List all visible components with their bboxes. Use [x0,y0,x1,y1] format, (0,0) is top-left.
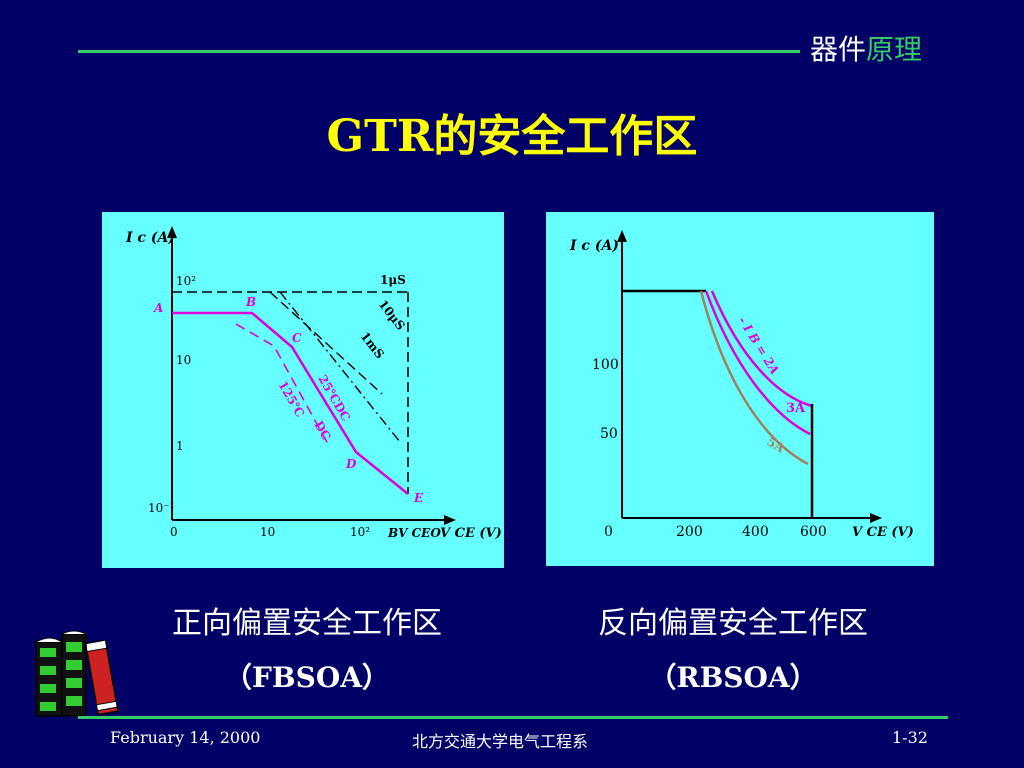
fbsoa-10us-line [279,291,401,443]
rbsoa-y-label: I c (A) [569,238,619,254]
rbsoa-caption-text: 反向偏置安全工作区 [598,606,868,641]
header-rule [78,50,800,53]
fbsoa-10us-label: 10μS [376,297,408,333]
fbsoa-y-tick: 10 [176,353,191,367]
rbsoa-y-tick: 100 [592,357,619,373]
fbsoa-y-tick: 10⁻¹ [148,501,174,515]
fbsoa-x-tick: 10 [260,525,275,539]
fbsoa-point-c: C [292,331,302,345]
fbsoa-panel: I c (A) V CE (V) 10² 10 1 10⁻¹ 0 10 10² … [102,212,504,568]
slide-topic: 器件原理 [810,28,922,68]
rbsoa-caption-sub: （RBSOA） [648,661,818,694]
fbsoa-caption: 正向偏置安全工作区 （FBSOA） [102,598,512,696]
rbsoa-y-tick: 50 [600,426,618,442]
topic-part1: 器件 [810,33,867,66]
footer-rule [78,716,948,719]
fbsoa-y-tick: 1 [176,439,184,453]
fbsoa-1ms-label: 1mS [358,329,387,361]
fbsoa-point-e: E [413,491,424,505]
fbsoa-25c-curve [172,311,409,495]
topic-part2: 原理 [866,33,923,66]
fbsoa-y-label: I c (A) [125,230,175,246]
fbsoa-caption-sub: （FBSOA） [224,661,390,694]
fbsoa-point-a: A [153,301,163,315]
fbsoa-caption-text: 正向偏置安全工作区 [172,606,442,641]
fbsoa-bvceo-label: BV CEO [387,526,441,540]
footer-page: 1-32 [892,728,928,747]
books-icon [35,630,119,717]
rbsoa-x-tick: 200 [676,524,703,540]
fbsoa-point-b: B [245,295,256,309]
rbsoa-caption: 反向偏置安全工作区 （RBSOA） [528,598,938,696]
rbsoa-x-label: V CE (V) [852,525,914,540]
fbsoa-point-d: D [345,457,357,471]
rbsoa-5a-label: 5A [765,434,788,455]
fbsoa-y-arrow [167,226,177,238]
fbsoa-x-arrow [444,515,456,525]
fbsoa-x-tick: 10² [350,525,370,539]
fbsoa-y-tick: 10² [176,274,196,288]
rbsoa-x-tick: 600 [800,524,827,540]
rbsoa-y-arrow [617,230,627,242]
rbsoa-x-arrow [870,513,882,523]
fbsoa-x-tick: 0 [170,525,178,539]
slide-title: GTR的安全工作区 [326,111,698,162]
fbsoa-1us-label: 1μS [380,273,406,287]
rbsoa-panel: I c (A) V CE (V) 100 50 0 200 400 600 - … [546,212,934,566]
rbsoa-y-tick: 0 [604,524,613,540]
fbsoa-125c-curve [235,323,329,445]
footer-org: 北方交通大学电气工程系 [412,732,589,751]
rbsoa-3a-curve [710,290,813,408]
fbsoa-x-label: V CE (V) [440,526,502,541]
rbsoa-3a-label: 3A [786,401,806,416]
rbsoa-diagram: I c (A) V CE (V) 100 50 0 200 400 600 - … [569,230,914,540]
rbsoa-x-tick: 400 [742,524,769,540]
footer-date: February 14, 2000 [110,728,261,747]
rbsoa-5a-curve [699,290,809,466]
fbsoa-1ms-line [269,291,383,395]
rbsoa-2a-curve [704,290,811,436]
fbsoa-125c-dc-label: DC [311,419,333,443]
fbsoa-diagram: I c (A) V CE (V) 10² 10 1 10⁻¹ 0 10 10² … [125,226,502,541]
